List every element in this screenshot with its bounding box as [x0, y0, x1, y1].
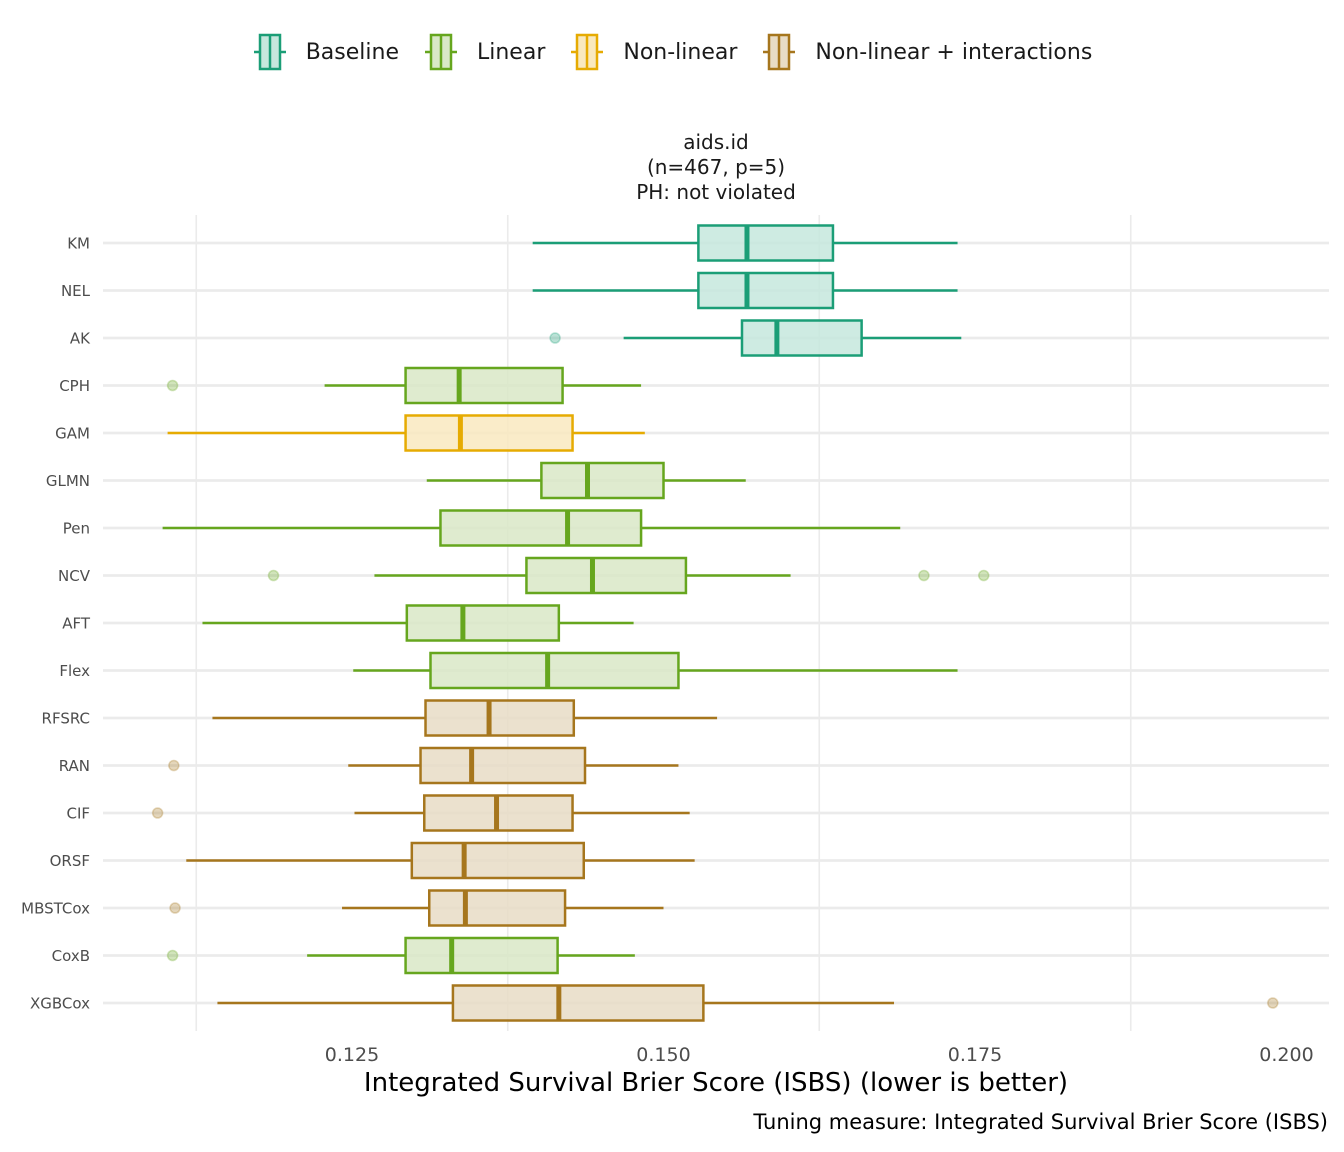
y-tick-label: Flex	[59, 662, 90, 680]
y-tick-label: CoxB	[52, 947, 90, 965]
boxplot-rfsrc	[212, 699, 718, 737]
x-axis-title: Integrated Survival Brier Score (ISBS) (…	[363, 1068, 1069, 1098]
x-tick-label: 0.125	[325, 1044, 379, 1066]
legend-item-nonlinear_int: Non-linear + interactions	[761, 32, 1092, 72]
box-iqr	[424, 699, 576, 737]
y-tick-label: RAN	[59, 757, 90, 775]
boxplot-pen	[162, 509, 901, 547]
outlier-point	[166, 949, 179, 962]
y-tick-label: AFT	[62, 615, 91, 633]
y-tick-label: Pen	[63, 520, 90, 538]
y-tick-label: ORSF	[50, 852, 90, 870]
y-tick-label: KM	[67, 235, 90, 253]
y-tick-label: MBSTCox	[21, 900, 90, 918]
y-tick-label: CIF	[66, 805, 90, 823]
y-tick-label: RFSRC	[42, 710, 90, 728]
legend-item-linear: Linear	[423, 32, 545, 72]
boxplots	[151, 224, 1279, 1022]
box-iqr	[410, 841, 586, 880]
legend-label: Linear	[476, 39, 546, 65]
facet-title-line-3: PH: not violated	[636, 180, 796, 204]
outlier-point	[1267, 997, 1279, 1009]
boxplot-aft	[202, 604, 634, 642]
box-iqr	[451, 984, 705, 1022]
outlier-point	[977, 569, 990, 582]
box-iqr	[697, 271, 835, 310]
box-iqr	[404, 936, 559, 975]
legend-label: Non-linear	[623, 39, 738, 65]
boxplot-flex	[353, 651, 958, 690]
y-tick-label: CPH	[59, 377, 90, 395]
box-iqr	[404, 414, 574, 452]
legend-key-icon	[763, 33, 796, 71]
facet-title-line-2: (n=467, p=5)	[646, 155, 786, 179]
legend-label: Baseline	[305, 39, 399, 65]
outlier-point	[151, 807, 164, 819]
box-iqr	[404, 366, 564, 405]
boxplot-coxb	[166, 936, 635, 975]
boxplot-km	[532, 224, 958, 262]
facet-title-line-1: aids.id	[683, 130, 749, 154]
boxplot-glmn	[426, 461, 746, 500]
outlier-point	[168, 759, 180, 772]
legend: Baseline Linear Non-linear Non-linear + int…	[0, 32, 1344, 72]
box-iqr	[405, 604, 561, 642]
box-iqr	[419, 746, 587, 785]
outlier-point	[267, 569, 280, 582]
boxplot-orsf	[186, 841, 695, 880]
y-tick-label: NEL	[61, 282, 91, 300]
outlier-point	[166, 379, 179, 392]
box-iqr	[429, 651, 680, 690]
x-tick-label: 0.175	[948, 1044, 1002, 1066]
chart-caption: Tuning measure: Integrated Survival Brie…	[753, 1110, 1328, 1134]
x-axis-ticks: 0.125 0.150 0.175 0.200	[325, 1044, 1314, 1066]
boxplot-ncv	[267, 556, 990, 595]
boxplot-gam	[167, 414, 645, 452]
legend-key-icon	[253, 33, 286, 71]
boxplot-nel	[532, 271, 958, 310]
y-tick-label: NCV	[58, 567, 91, 585]
legend-item-nonlinear: Non-linear	[569, 32, 737, 72]
box-iqr	[540, 461, 665, 500]
box-iqr	[428, 889, 567, 927]
facet-title: aids.id (n=467, p=5) PH: not violated	[516, 130, 916, 205]
legend-key-icon	[424, 33, 457, 71]
boxplot-cph	[166, 366, 642, 405]
x-tick-label: 0.200	[1259, 1044, 1313, 1066]
box-iqr	[697, 224, 835, 262]
y-tick-label: XGBCox	[30, 995, 90, 1013]
legend-key-icon	[571, 33, 604, 71]
y-tick-label: GAM	[55, 425, 90, 443]
y-tick-label: GLMN	[46, 472, 90, 490]
x-tick-label: 0.150	[636, 1044, 690, 1066]
legend-label: Non-linear + interactions	[815, 39, 1093, 65]
box-iqr	[740, 319, 863, 357]
outlier-point	[918, 569, 930, 582]
boxplot-ak	[549, 319, 962, 357]
y-tick-label: AK	[70, 330, 91, 348]
boxplot-xgbcox	[217, 984, 1279, 1022]
outlier-point	[169, 902, 181, 914]
boxplot-mbstcox	[169, 889, 664, 927]
boxplot-cif	[151, 794, 690, 832]
outlier-point	[549, 332, 561, 344]
box-iqr	[439, 509, 643, 547]
y-axis-ticks: KM NEL AK CPH GAM GLMN Pen NCV AFT Flex RFSRC RAN CI…	[21, 235, 91, 1013]
box-iqr	[525, 556, 688, 595]
boxplot-ran	[168, 746, 679, 785]
legend-item-baseline: Baseline	[252, 32, 399, 72]
